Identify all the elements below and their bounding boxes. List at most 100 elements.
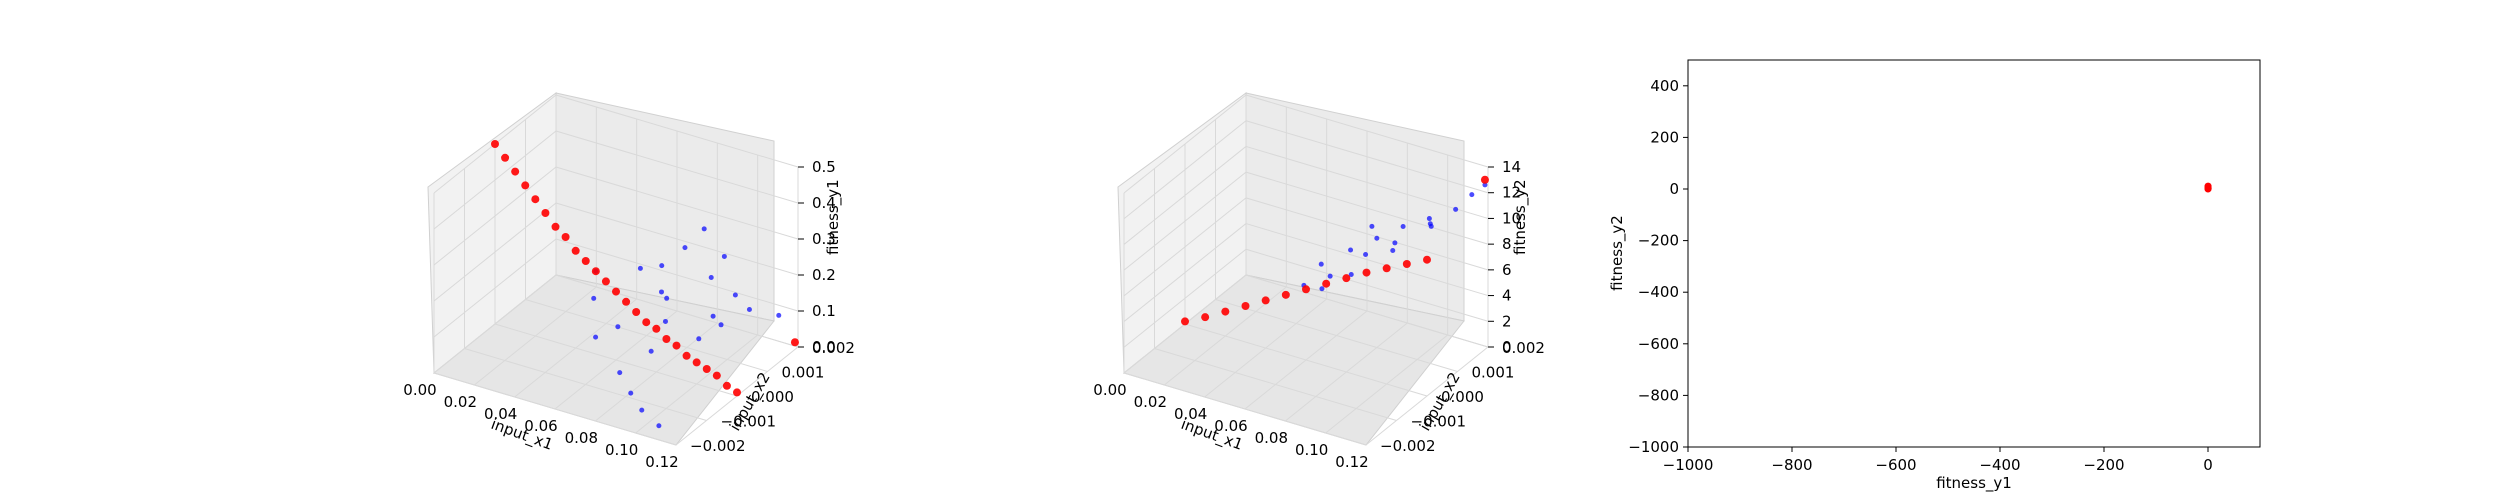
x-tick-label: 0.10: [605, 441, 638, 459]
data-point: [722, 381, 731, 390]
grid-line: [1184, 323, 1428, 397]
data-point: [561, 233, 570, 241]
grid-line: [1245, 274, 1489, 348]
x-tick-label: −1000: [1663, 456, 1714, 474]
data-point: [1302, 285, 1310, 294]
y-tick-label: 0.000: [751, 388, 794, 406]
y-tick-label: −0.001: [1411, 413, 1467, 431]
z-tick-label: 0: [1502, 338, 1512, 356]
data-point: [1281, 290, 1290, 299]
x-tick-label: −400: [1979, 456, 2020, 474]
data-point: [637, 265, 643, 271]
grid-line: [433, 274, 557, 374]
ax3-ticks: −1000 −800 −600 −400 −200 0 −1000 −800 −600 −400 −…: [1628, 77, 2213, 474]
ax2-3d-plot: 0.00 0.02 0.04 0.06 0.08 0.10 0.12 −0.002 −0.001…: [1093, 92, 1545, 471]
data-point: [531, 195, 540, 204]
ax2-zlabel: fitness_y2: [1511, 179, 1530, 255]
grid-line: [1123, 248, 1247, 348]
z-tick-label: 0.4: [812, 194, 836, 212]
data-point: [1261, 296, 1270, 305]
data-point: [746, 307, 752, 312]
data-point: [662, 318, 668, 324]
data-point: [702, 365, 711, 373]
y-tick-label: −200: [1638, 232, 1679, 250]
data-point: [701, 226, 707, 232]
data-point: [521, 181, 530, 190]
x-tick-label: 0.00: [403, 381, 436, 399]
x-tick-label: −200: [2083, 456, 2124, 474]
grid-line: [1245, 248, 1489, 322]
z-tick-label: 10: [1502, 209, 1521, 227]
data-point: [721, 253, 727, 259]
grid-line: [1123, 223, 1247, 322]
ax3-2d-plot: −1000 −800 −600 −400 −200 0 −1000 −800 −600 −400 −…: [1608, 59, 2261, 493]
z-tick-label: 12: [1502, 184, 1521, 202]
ax3-points: [2204, 182, 2212, 193]
grid-line: [433, 166, 557, 266]
data-point: [776, 312, 782, 318]
z-tick-label: 6: [1502, 261, 1512, 279]
y-tick-label: −400: [1638, 283, 1679, 301]
grid-line: [1215, 299, 1458, 372]
data-point: [790, 338, 799, 347]
data-point: [593, 334, 599, 340]
data-point: [1327, 273, 1333, 279]
data-point: [511, 167, 520, 176]
y-tick-label: 0.002: [812, 339, 855, 357]
ax1-zlabel: fitness_y1: [824, 179, 843, 255]
y-tick-label: −1000: [1628, 438, 1679, 456]
data-point: [682, 245, 688, 251]
data-point: [682, 351, 691, 360]
ax1-points: [491, 140, 799, 429]
data-point: [718, 322, 724, 328]
data-point: [1362, 268, 1371, 277]
grid-line: [555, 166, 799, 240]
data-point: [622, 297, 631, 306]
grid-line: [1123, 120, 1247, 220]
y-tick-label: 0.001: [1472, 364, 1515, 382]
data-point: [648, 348, 654, 354]
x-tick-label: 0.02: [444, 393, 477, 411]
data-point: [639, 407, 645, 413]
y-tick-label: −0.002: [1380, 437, 1436, 455]
z-tick-label: 0.5: [812, 158, 836, 176]
ax2-grid: [1123, 94, 1489, 446]
x-tick-label: 0.08: [565, 429, 598, 447]
data-point: [708, 275, 714, 280]
data-point: [601, 277, 610, 286]
data-point: [551, 222, 560, 231]
data-point: [1322, 279, 1331, 288]
data-point: [501, 153, 510, 162]
grid-line: [1245, 120, 1489, 194]
data-point: [1482, 182, 1488, 188]
data-point: [1342, 274, 1351, 283]
data-point: [652, 324, 661, 333]
data-point: [615, 324, 621, 330]
data-point: [617, 370, 623, 376]
ax3-ylabel: fitness_y2: [1608, 215, 1627, 291]
x-tick-label: 0.00: [1093, 381, 1126, 399]
data-point: [571, 246, 580, 255]
grid-line: [1123, 94, 1247, 194]
data-point: [1369, 223, 1375, 229]
z-tick-label: 0.1: [812, 302, 836, 320]
x-tick-label: 0.12: [1335, 453, 1368, 471]
data-point: [732, 292, 738, 298]
z-tick-label: 0.3: [812, 230, 836, 248]
y-tick-label: 0.001: [782, 364, 825, 382]
ax1-3d-plot: 0.00 0.02 0.04 0.06 0.08 0.10 0.12 −0.002 −0.001…: [403, 92, 855, 471]
z-tick-label: 0.2: [812, 266, 836, 284]
data-point: [1392, 240, 1398, 246]
data-point: [1400, 223, 1406, 229]
data-point: [656, 423, 662, 429]
z-tick-label: 4: [1502, 287, 1512, 305]
data-point: [2204, 184, 2212, 192]
ax1-ticks: 0.00 0.02 0.04 0.06 0.08 0.10 0.12 −0.002 −0.001…: [403, 158, 855, 471]
data-point: [1319, 286, 1325, 292]
ax2-points: [1181, 175, 1489, 326]
grid-line: [1123, 372, 1367, 446]
y-tick-label: −0.001: [721, 413, 777, 431]
data-point: [541, 209, 550, 217]
grid-line: [464, 348, 707, 421]
